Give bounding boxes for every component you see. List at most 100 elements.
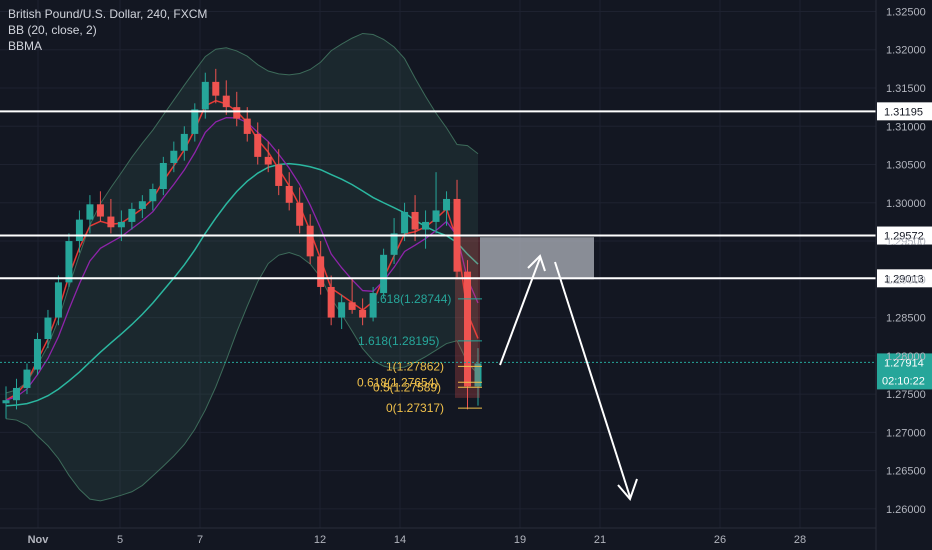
candle-body — [474, 363, 482, 387]
time-axis-tick: 5 — [117, 534, 123, 546]
arrow-down-line — [554, 261, 631, 498]
candle-body — [128, 208, 136, 222]
fib-level-label: 0.5(1.27589) — [373, 380, 441, 394]
level-price-label-bg — [877, 269, 932, 288]
arrow-down-head — [617, 478, 638, 501]
fib-level-label: 1.618(1.28195) — [358, 334, 439, 348]
candle-body — [138, 201, 146, 209]
candle-body — [170, 150, 178, 163]
bar-countdown-label: 02:10:22 — [882, 375, 925, 387]
time-axis-tick: 19 — [514, 534, 526, 546]
candle-body — [275, 164, 283, 186]
candle-body — [117, 221, 125, 228]
candle-body — [296, 202, 304, 226]
current-price-label-bg — [877, 353, 932, 390]
price-axis-tick: 1.31500 — [886, 83, 926, 95]
time-axis-tick: 14 — [394, 534, 406, 546]
price-axis-tick: 1.32000 — [886, 45, 926, 57]
candle-body — [317, 256, 325, 287]
candle-body — [86, 204, 94, 220]
fib-level-label: 0.618(1.27654) — [357, 375, 438, 389]
candle-body — [380, 254, 388, 294]
candle-body — [65, 241, 73, 283]
candle-body — [285, 185, 293, 203]
candle-body — [411, 211, 419, 230]
price-axis-tick: 1.29000 — [886, 274, 926, 286]
chart-legend: British Pound/U.S. Dollar, 240, FXCM BB … — [8, 6, 207, 54]
time-axis-tick: 7 — [197, 534, 203, 546]
risk-zone — [455, 237, 480, 398]
candle-body — [401, 211, 409, 234]
candle-body — [212, 81, 220, 96]
candle-body — [348, 302, 356, 310]
candle-body — [327, 286, 335, 318]
candle-body — [75, 219, 83, 242]
legend-symbol[interactable]: British Pound/U.S. Dollar, 240, FXCM — [8, 7, 208, 21]
candle-body — [369, 293, 377, 318]
ma-slow-line — [5, 117, 479, 401]
time-axis-tick: 21 — [594, 534, 606, 546]
price-axis-tick: 1.28000 — [886, 351, 926, 363]
candle-body — [33, 338, 41, 370]
time-axis-tick: Nov — [28, 534, 50, 546]
bollinger-lower-band — [5, 252, 479, 502]
candle-body — [191, 109, 199, 134]
level-price-label-bg — [877, 226, 932, 245]
candle-body — [390, 233, 398, 255]
price-axis-tick: 1.32500 — [886, 6, 926, 18]
price-axis-tick: 1.27500 — [886, 389, 926, 401]
time-axis-tick: 12 — [314, 534, 326, 546]
price-axis-tick: 1.26000 — [886, 504, 926, 516]
price-axis-tick: 1.30500 — [886, 160, 926, 172]
candle-body — [107, 216, 115, 228]
price-axis-tick: 1.31000 — [886, 121, 926, 133]
candle-body — [180, 133, 188, 151]
level-price-label: 1.29013 — [884, 273, 924, 285]
candle-body — [233, 107, 241, 119]
candle-body — [338, 302, 346, 318]
candle-body — [96, 204, 104, 217]
fib-level-label: 1(1.27862) — [386, 359, 444, 373]
ma-fast-line — [5, 99, 479, 401]
level-price-label: 1.31195 — [884, 106, 923, 118]
candle-body — [2, 400, 10, 404]
candle-body — [306, 225, 314, 257]
candle-body — [254, 133, 262, 157]
candle-body — [422, 221, 430, 230]
arrow-up-head — [527, 254, 546, 272]
bollinger-band-fill — [6, 33, 478, 501]
candle-body — [243, 118, 251, 134]
candle-body — [23, 369, 31, 388]
level-price-label-bg — [877, 102, 932, 121]
price-axis-tick: 1.29500 — [886, 236, 926, 248]
candle-body — [201, 81, 209, 110]
time-axis-tick: 28 — [794, 534, 806, 546]
candle-body — [44, 317, 52, 339]
fib-level-label: 0(1.27317) — [386, 401, 444, 415]
price-axis-tick: 1.26500 — [886, 466, 926, 478]
candle-body — [443, 198, 451, 211]
candle-body — [359, 309, 367, 318]
candle-body — [54, 282, 62, 318]
legend-bb-indicator[interactable]: BB (20, close, 2) — [8, 23, 97, 37]
projection-arrows — [499, 254, 638, 501]
candle-body — [464, 271, 472, 387]
legend-bbma-indicator[interactable]: BBMA — [8, 39, 43, 53]
candle-body — [159, 162, 167, 190]
bollinger-middle-band — [5, 162, 479, 407]
time-axis-tick: 26 — [714, 534, 726, 546]
current-price-label: 1.27914 — [884, 357, 924, 369]
price-axis-tick: 1.27000 — [886, 427, 926, 439]
fib-level-label: 1.618(1.28744) — [370, 292, 451, 306]
candle-body — [264, 156, 272, 165]
arrow-up-line — [499, 257, 541, 366]
price-axis-tick: 1.28500 — [886, 313, 926, 325]
price-axis-tick: 1.30000 — [886, 198, 926, 210]
level-price-label: 1.29572 — [884, 231, 924, 243]
candle-body — [149, 189, 157, 202]
candle-body — [432, 210, 440, 222]
candle-body — [12, 387, 20, 401]
bollinger-upper-band — [5, 32, 479, 394]
